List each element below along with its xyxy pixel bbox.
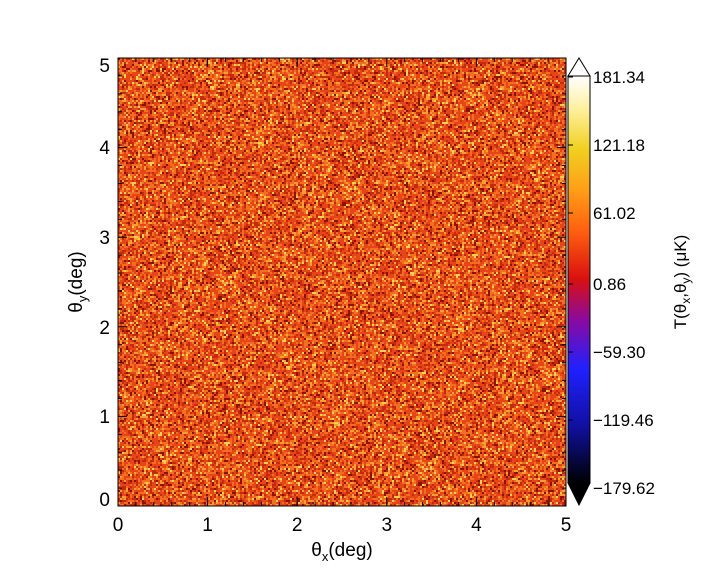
colorbar: 181.34 121.18 61.02 0.86 −59.30 −119.46 … <box>567 57 693 507</box>
colorbar-tick-label: 121.18 <box>593 136 645 155</box>
colorbar-label-mid: ,θ <box>671 284 690 298</box>
x-axis-label-symbol: θ <box>311 540 322 561</box>
colorbar-label-prefix: T(θ <box>671 304 690 330</box>
colorbar-max-arrow <box>567 57 591 77</box>
colorbar-ticks <box>568 76 573 483</box>
x-tick-label: 3 <box>382 515 393 536</box>
y-axis-label-unit: (deg) <box>66 251 87 295</box>
colorbar-tick-label: −179.62 <box>593 479 655 498</box>
y-axis-label: θy(deg) <box>66 251 90 312</box>
x-tick-label: 2 <box>292 515 303 536</box>
x-tick-labels: 0 1 2 3 4 5 <box>113 515 572 536</box>
colorbar-label-sub-y: y <box>679 278 693 284</box>
y-tick-label: 3 <box>99 228 110 249</box>
colorbar-tick-label: 0.86 <box>593 275 626 294</box>
colorbar-tick-label: 181.34 <box>593 68 645 87</box>
colorbar-label-sub-x: x <box>679 298 693 304</box>
plot-frame <box>117 57 567 507</box>
colorbar-frame <box>567 75 591 484</box>
colorbar-tick-label: −119.46 <box>593 411 654 430</box>
x-tick-label: 5 <box>561 515 572 536</box>
x-tick-label: 4 <box>471 515 482 536</box>
x-axis-label: θx(deg) <box>311 540 372 564</box>
temperature-map <box>118 58 566 506</box>
colorbar-scale <box>568 76 590 483</box>
y-tick-label: 4 <box>99 138 110 159</box>
colorbar-label: T(θx,θy) (μK) <box>671 235 693 330</box>
x-tick-label: 1 <box>202 515 213 536</box>
x-tick-label: 0 <box>113 515 124 536</box>
y-tick-label: 0 <box>99 490 110 511</box>
y-tick-label: 1 <box>99 407 110 428</box>
colorbar-min-arrow <box>567 482 591 507</box>
y-tick-labels: 0 1 2 3 4 5 <box>99 56 110 511</box>
colorbar-tick-label: −59.30 <box>593 343 645 362</box>
axis-ticks <box>117 57 567 507</box>
x-axis-label-unit: (deg) <box>328 540 372 561</box>
colorbar-tick-label: 61.02 <box>593 204 636 223</box>
y-tick-label: 5 <box>99 56 110 77</box>
y-axis-label-subscript: y <box>75 295 90 302</box>
y-axis-label-symbol: θ <box>66 302 87 313</box>
colorbar-label-suffix: ) (μK) <box>671 235 690 278</box>
x-axis-label-subscript: x <box>322 549 329 564</box>
y-tick-label: 2 <box>99 318 110 339</box>
